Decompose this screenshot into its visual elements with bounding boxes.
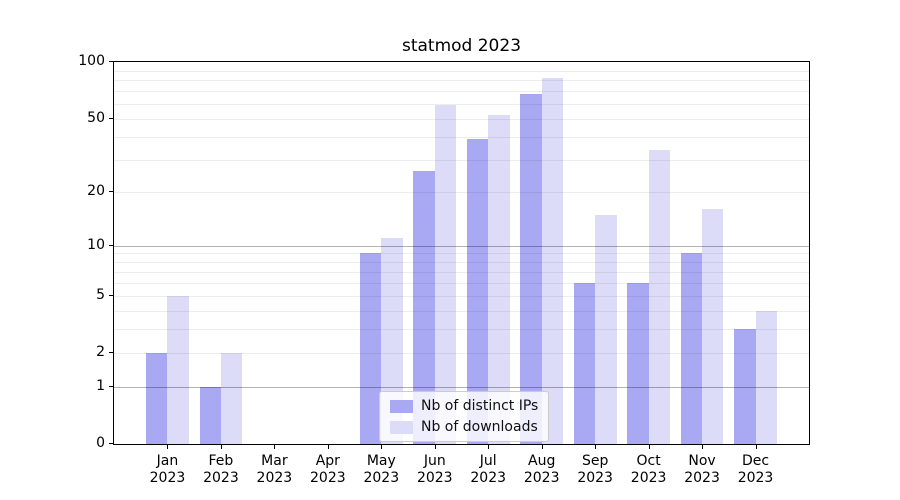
legend-entry-downloads: Nb of downloads bbox=[390, 419, 538, 435]
x-tick-label-sep: Sep 2023 bbox=[577, 453, 613, 486]
y-tick-label-2: 2 bbox=[96, 344, 105, 361]
bar-nov-downloads bbox=[702, 209, 724, 444]
y-axis-tick-1 bbox=[109, 385, 113, 387]
x-tick-label-mar: Mar 2023 bbox=[256, 453, 293, 486]
bar-jul-distinct-ips bbox=[466, 138, 489, 444]
x-axis-tick-jan bbox=[167, 445, 169, 449]
plot-area: Nb of distinct IPs Nb of downloads bbox=[113, 61, 810, 445]
legend-label-distinct-ips: Nb of distinct IPs bbox=[421, 398, 539, 414]
y-gridline-8 bbox=[114, 262, 809, 264]
y-tick-label-100: 100 bbox=[78, 53, 105, 69]
y-axis-tick-100 bbox=[109, 61, 113, 62]
y-axis-tick-5 bbox=[109, 294, 113, 296]
y-gridline-9 bbox=[114, 253, 809, 255]
bar-oct-downloads bbox=[648, 149, 670, 444]
bar-aug-downloads bbox=[541, 78, 564, 444]
x-axis-tick-mar bbox=[274, 445, 276, 449]
legend-label-downloads: Nb of downloads bbox=[421, 419, 538, 435]
y-gridline-2 bbox=[114, 353, 809, 355]
x-axis-tick-dec bbox=[755, 445, 757, 449]
x-axis-tick-feb bbox=[220, 445, 222, 449]
bar-jun-distinct-ips bbox=[413, 171, 435, 444]
bar-feb-distinct-ips bbox=[199, 386, 221, 444]
y-gridline-50 bbox=[114, 118, 809, 120]
y-axis-tick-20 bbox=[109, 191, 113, 192]
y-axis-tick-10 bbox=[109, 244, 113, 246]
y-gridline-90 bbox=[114, 70, 809, 72]
bar-oct-distinct-ips bbox=[627, 282, 649, 444]
y-axis-tick-50 bbox=[109, 117, 113, 119]
x-tick-label-aug: Aug 2023 bbox=[523, 453, 560, 486]
y-gridline-1 bbox=[114, 386, 809, 388]
x-axis-tick-nov bbox=[702, 445, 704, 449]
x-axis-tick-may bbox=[381, 445, 383, 449]
x-tick-label-jun: Jun 2023 bbox=[416, 453, 453, 486]
x-axis-tick-sep bbox=[595, 445, 597, 449]
y-tick-label-5: 5 bbox=[96, 286, 105, 303]
chart-title: statmod 2023 bbox=[401, 36, 522, 56]
x-tick-label-apr: Apr 2023 bbox=[310, 453, 346, 486]
bar-dec-distinct-ips bbox=[734, 329, 756, 444]
bar-jan-distinct-ips bbox=[146, 353, 168, 444]
y-gridline-3 bbox=[114, 329, 809, 331]
bar-may-distinct-ips bbox=[359, 253, 382, 444]
bar-jun-downloads bbox=[434, 105, 457, 444]
y-tick-label-10: 10 bbox=[87, 236, 105, 253]
x-axis-tick-apr bbox=[327, 445, 329, 449]
y-gridline-70 bbox=[114, 91, 809, 93]
bar-feb-downloads bbox=[220, 353, 243, 444]
x-axis-tick-oct bbox=[648, 445, 650, 449]
x-axis-tick-jun bbox=[434, 445, 436, 449]
legend-entry-distinct-ips: Nb of distinct IPs bbox=[390, 398, 538, 414]
bar-jul-downloads bbox=[488, 115, 510, 444]
y-gridline-80 bbox=[114, 80, 809, 82]
x-tick-label-jul: Jul 2023 bbox=[470, 453, 507, 486]
y-tick-label-20: 20 bbox=[87, 183, 105, 199]
y-tick-label-50: 50 bbox=[87, 109, 105, 126]
x-axis-tick-aug bbox=[541, 445, 543, 449]
y-gridline-5 bbox=[114, 295, 809, 297]
x-tick-label-may: May 2023 bbox=[363, 453, 400, 486]
x-tick-label-feb: Feb 2023 bbox=[203, 453, 239, 486]
y-gridline-30 bbox=[114, 159, 809, 161]
bar-sep-distinct-ips bbox=[573, 282, 596, 444]
y-axis-tick-2 bbox=[109, 352, 113, 354]
y-gridline-6 bbox=[114, 282, 809, 284]
x-tick-label-jan: Jan 2023 bbox=[149, 453, 186, 486]
y-tick-label-0: 0 bbox=[96, 435, 105, 451]
bar-dec-downloads bbox=[755, 310, 777, 444]
y-gridline-20 bbox=[114, 192, 809, 193]
legend: Nb of distinct IPs Nb of downloads bbox=[379, 391, 550, 442]
bar-nov-distinct-ips bbox=[680, 253, 703, 444]
legend-swatch-downloads bbox=[390, 420, 413, 434]
x-tick-label-nov: Nov 2023 bbox=[684, 453, 720, 486]
x-tick-label-oct: Oct 2023 bbox=[630, 453, 667, 486]
y-gridline-60 bbox=[114, 103, 809, 105]
bar-jan-downloads bbox=[167, 295, 189, 444]
y-tick-label-1: 1 bbox=[96, 377, 105, 394]
legend-swatch-distinct-ips bbox=[390, 399, 413, 413]
x-tick-label-dec: Dec 2023 bbox=[737, 453, 774, 486]
y-gridline-10 bbox=[114, 245, 809, 247]
y-axis-tick-0 bbox=[109, 443, 113, 444]
bar-sep-downloads bbox=[595, 214, 617, 444]
y-gridline-40 bbox=[114, 136, 809, 138]
x-axis-tick-jul bbox=[488, 445, 490, 449]
y-gridline-4 bbox=[114, 310, 809, 312]
bar-aug-distinct-ips bbox=[520, 93, 542, 444]
y-gridline-7 bbox=[114, 271, 809, 273]
